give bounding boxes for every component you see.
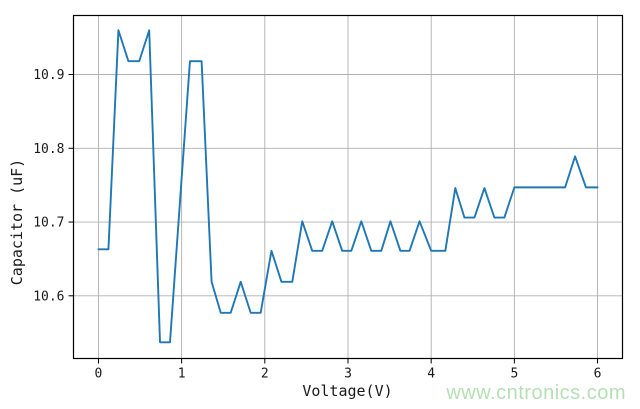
x-tick-label: 5 xyxy=(510,367,518,382)
plot-frame xyxy=(72,14,624,360)
watermark: www.cntronics.com xyxy=(446,382,626,404)
x-tick-label: 3 xyxy=(344,367,352,382)
y-tick-label: 10.6 xyxy=(33,289,64,304)
x-tick-label: 0 xyxy=(95,367,103,382)
x-tick-label: 6 xyxy=(594,367,602,382)
x-tick-label: 4 xyxy=(427,367,435,382)
x-tick-label: 1 xyxy=(178,367,186,382)
y-axis-label: Capacitor (uF) xyxy=(8,158,26,286)
x-tick-label: 2 xyxy=(261,367,269,382)
y-tick-label: 10.7 xyxy=(33,216,64,231)
y-tick-label: 10.9 xyxy=(33,68,64,83)
y-tick-label: 10.8 xyxy=(33,142,64,157)
data-line-capacitance xyxy=(97,29,599,344)
x-axis-label: Voltage(V) xyxy=(302,382,393,400)
